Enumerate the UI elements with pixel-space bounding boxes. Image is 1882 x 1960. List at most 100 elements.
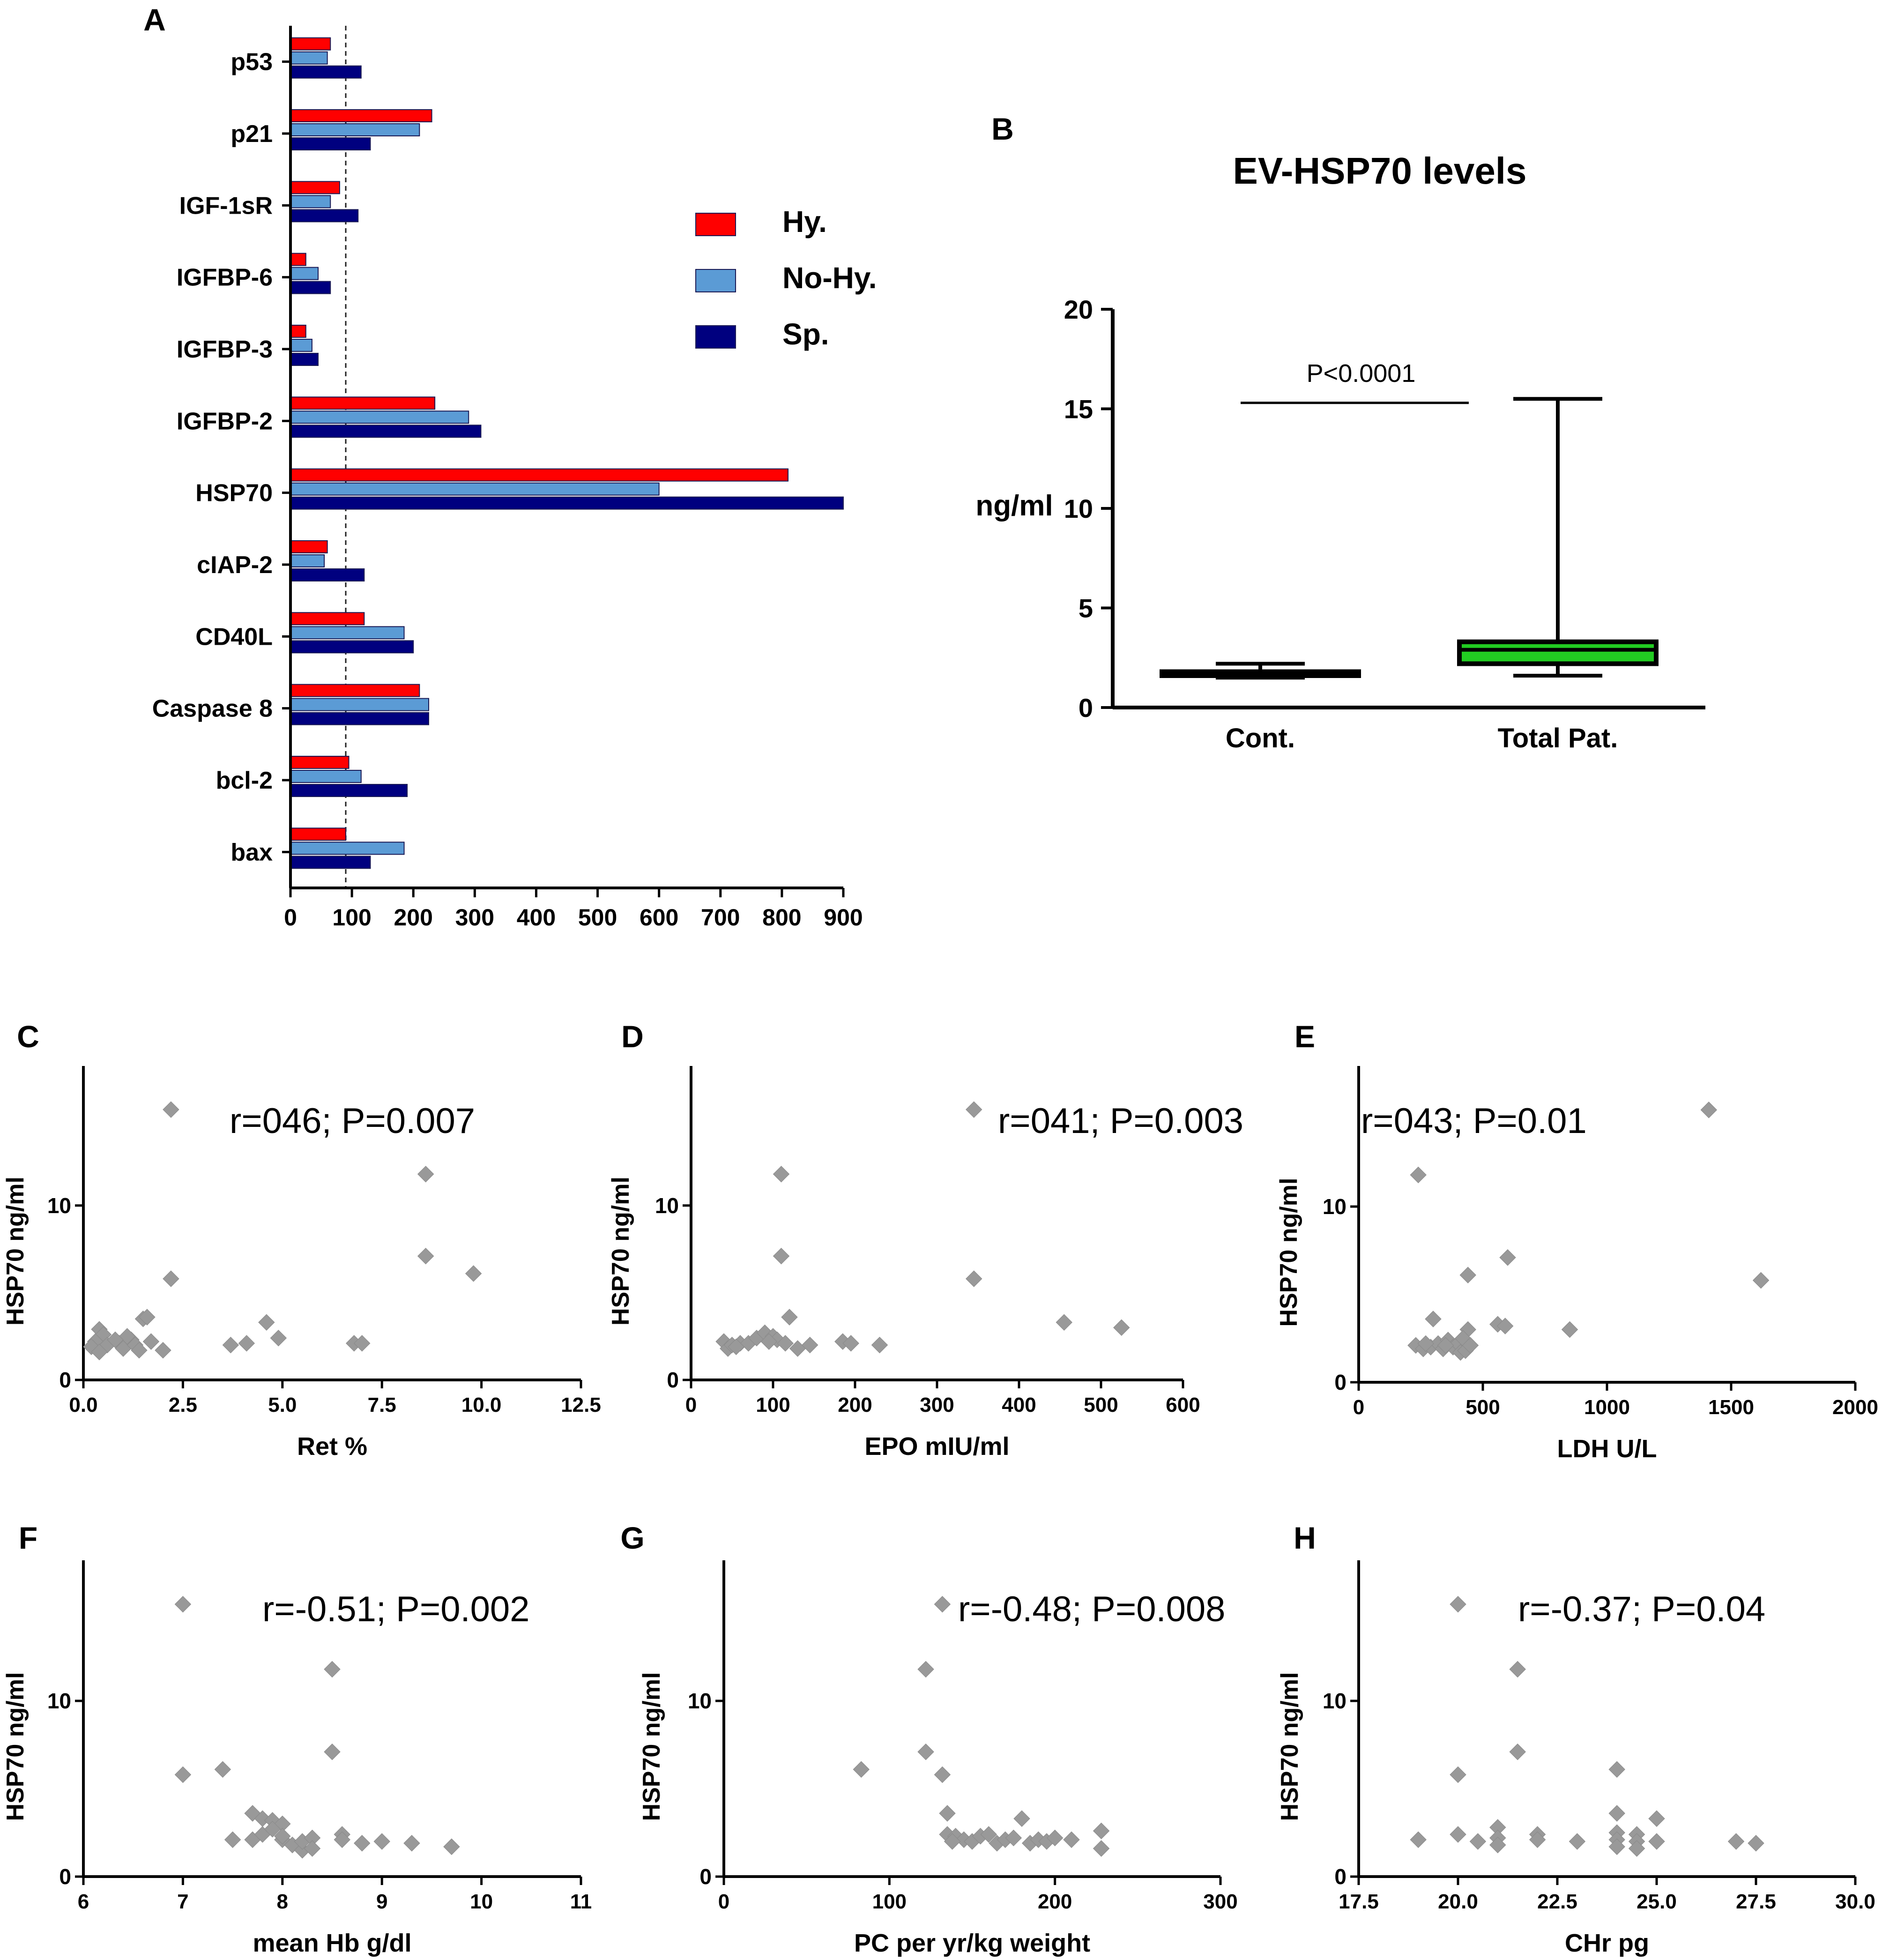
data-point [853,1761,870,1778]
data-point [1005,1829,1022,1847]
x-tick-label: 7.5 [368,1394,396,1416]
data-point [728,1338,744,1355]
bar [290,554,325,567]
y-tick-label: 10 [47,1689,71,1713]
data-point [1727,1833,1745,1850]
x-tick-label: 100 [872,1890,907,1913]
data-point [1648,1833,1665,1850]
data-point [119,1328,136,1345]
category-label: IGFBP-2 [177,408,273,435]
x-tick-label: 27.5 [1736,1890,1776,1913]
x-tick-label: 12.5 [561,1394,601,1416]
bar [290,253,306,266]
x-tick-label: 300 [1203,1890,1237,1913]
bar [290,612,365,626]
y-tick-label: 10 [1323,1689,1346,1713]
data-point [1529,1831,1546,1848]
y-axis-label: HSP70 ng/ml [1275,1178,1302,1327]
y-tick-label: 0 [1334,1864,1346,1889]
bar [290,325,306,338]
x-tick-label: 900 [824,904,863,931]
data-point [354,1835,371,1852]
x-axis-label: PC per yr/kg weight [854,1929,1090,1957]
x-tick-label: 500 [1465,1396,1500,1419]
legend-label: Hy. [782,205,827,238]
box [1457,639,1659,666]
y-tick-label: 5 [1079,594,1093,623]
correlation-annotation: r=-0.51; P=0.002 [262,1589,529,1629]
category-label: cIAP-2 [197,551,273,579]
x-axis-label: LDH U/L [1557,1435,1657,1463]
panel-letter: D [621,1019,644,1054]
bar [290,756,350,769]
y-tick-label: 20 [1064,295,1093,324]
data-point [155,1342,171,1359]
data-point [163,1270,179,1287]
y-tick-label: 0 [59,1864,71,1889]
data-point [1569,1833,1586,1850]
x-tick-label: 2.5 [169,1394,197,1416]
data-point [1608,1838,1625,1855]
bar [290,712,429,725]
x-tick-label: 0 [1353,1396,1364,1419]
x-tick-label: 300 [455,904,494,931]
data-point [163,1101,179,1118]
bar [290,640,414,654]
bar [290,410,469,424]
box-2 [1457,397,1659,678]
data-point [139,1309,156,1326]
x-tick-label: 10.0 [461,1394,502,1416]
data-point [1628,1840,1645,1857]
category-label: p21 [231,120,273,148]
y-tick-label: 10 [688,1689,712,1713]
x-tick-label: 11 [570,1890,592,1913]
bar [290,784,408,797]
bar [290,137,371,150]
x-tick-label: 0 [685,1394,697,1416]
x-tick-label: 17.5 [1339,1890,1379,1913]
category-label: HSP70 [195,480,273,507]
data-point [334,1831,350,1848]
data-point [304,1840,321,1857]
panel-letter: F [19,1520,37,1555]
data-point [1469,1833,1487,1850]
data-point [934,1766,951,1783]
box-1 [1160,662,1361,680]
category-label: IGFBP-6 [177,264,273,291]
data-point [1056,1314,1072,1331]
bar [290,195,331,209]
data-point [131,1342,148,1359]
x-tick-label: 400 [517,904,556,931]
data-point [417,1166,434,1183]
category-label: IGF-1sR [179,192,273,219]
chart-title: EV-HSP70 levels [1233,150,1526,192]
y-tick-label: 0 [59,1368,71,1392]
x-axis-label: CHr pg [1565,1929,1649,1957]
bar [290,468,789,482]
data-point [1499,1249,1516,1266]
data-point [1459,1267,1476,1283]
x-tick-label: 1500 [1708,1396,1754,1419]
bar [290,339,312,352]
data-point [238,1335,255,1352]
data-point [264,1821,281,1838]
data-point [1063,1831,1080,1848]
y-tick-label: 0 [1079,693,1093,723]
x-tick-label: 2000 [1832,1396,1878,1419]
data-point [224,1831,241,1848]
bar [290,626,405,640]
x-tick-label: 20.0 [1438,1890,1478,1913]
data-point [1093,1822,1110,1840]
y-tick-label: 10 [1064,494,1093,523]
x-tick-label: 500 [578,904,617,931]
bar [290,540,328,553]
y-axis-label: ng/ml [975,490,1053,522]
bar [290,109,432,122]
y-tick-label: 0 [699,1864,712,1889]
correlation-annotation: r=041; P=0.003 [998,1101,1243,1141]
y-axis-label: HSP70 ng/ml [638,1672,665,1821]
legend-label: No-Hy. [782,261,877,295]
y-tick-label: 10 [655,1193,679,1218]
bar [290,568,365,581]
